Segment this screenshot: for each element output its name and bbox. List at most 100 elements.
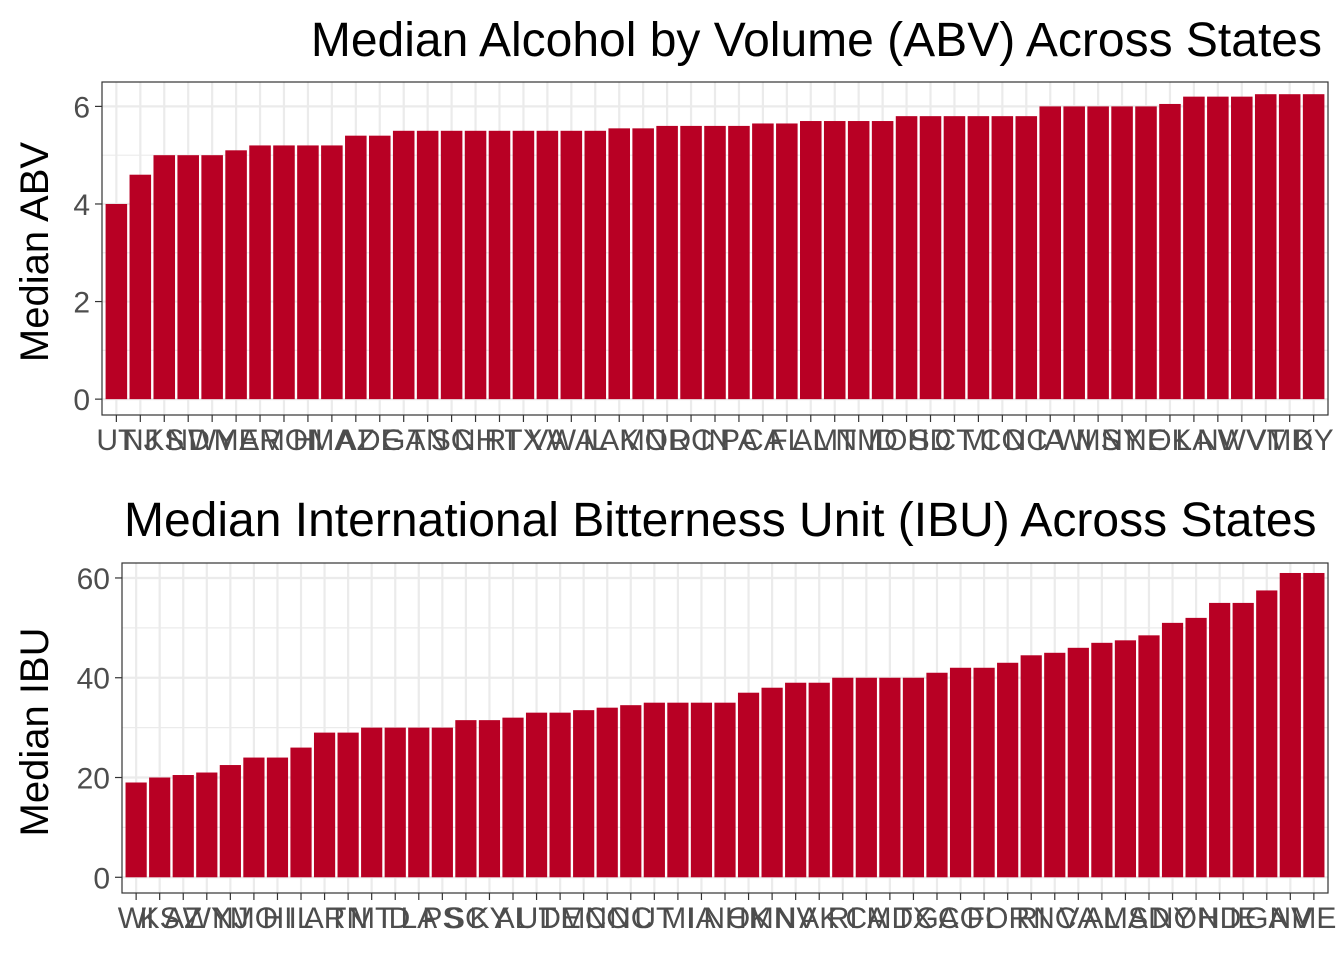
x-tick-label: SC [445, 902, 487, 935]
x-tick-label: NY [1101, 424, 1143, 457]
x-tick-label: VT [1247, 424, 1285, 457]
x-tick-label: UT [517, 902, 557, 935]
bar-HI [297, 145, 319, 400]
bar-GA [926, 672, 948, 878]
bar-TX [902, 677, 925, 878]
x-tick-label: ND [1198, 902, 1241, 935]
bar-VA [1067, 647, 1089, 878]
bar-MN [573, 710, 595, 878]
bar-IA [1039, 106, 1062, 400]
x-tick-label: VA [1059, 902, 1097, 935]
bar-DC [680, 125, 702, 400]
bar-MD [879, 677, 901, 878]
bar-MN [632, 128, 654, 400]
bar-WA [560, 130, 583, 400]
x-tick-label: OH [1174, 902, 1219, 935]
x-tick-label: WY [188, 424, 236, 457]
x-tick-label: HI [262, 902, 292, 935]
x-tick-label: UT [634, 902, 674, 935]
x-tick-label: AK [599, 424, 639, 457]
bar-TX [512, 130, 535, 400]
bar-IA [690, 702, 713, 878]
bar-LA [408, 727, 430, 878]
bar-OK [1159, 103, 1181, 400]
y-tick-label: 60 [77, 563, 110, 596]
bar-NJ [129, 174, 152, 400]
x-tick-label: TN [408, 424, 448, 457]
x-tick-label: NE [1125, 424, 1167, 457]
x-tick-label: CO [938, 902, 983, 935]
bar-CO [596, 707, 618, 878]
x-tick-label: ID [380, 902, 410, 935]
bar-SC [440, 130, 463, 400]
x-tick-label: CT [934, 424, 974, 457]
bar-CO [949, 667, 972, 878]
bar-NY [1161, 622, 1184, 878]
bar-MO [273, 145, 295, 400]
bar-OR [997, 662, 1019, 878]
x-tick-label: OR [645, 424, 690, 457]
x-tick-label: NC [609, 902, 652, 935]
x-tick-label: LA [1176, 424, 1213, 457]
x-tick-label: AK [799, 902, 839, 935]
bar-MS [1087, 106, 1109, 400]
bar-HI [266, 757, 289, 878]
x-tick-label: LA [400, 902, 437, 935]
bar-NM [847, 121, 870, 400]
x-tick-label: WV [1218, 424, 1266, 457]
bar-WI [125, 782, 147, 878]
x-tick-label: TX [504, 424, 542, 457]
bar-OH [895, 116, 918, 400]
bar-MA [321, 145, 343, 400]
bar-WY [196, 772, 218, 878]
x-tick-label: MN [560, 902, 607, 935]
x-tick-label: VA [528, 424, 566, 457]
bar-UT [643, 702, 665, 878]
x-tick-label: NY [1152, 902, 1194, 935]
x-tick-label: MO [230, 902, 278, 935]
x-tick-label: CA [742, 424, 784, 457]
x-tick-label: UT [96, 424, 136, 457]
bar-IL [584, 130, 607, 400]
bar-MT [823, 121, 846, 400]
bar-KS [153, 155, 176, 400]
x-tick-label: NV [1269, 902, 1311, 935]
bar-ME [1303, 572, 1325, 878]
bar-UT [105, 203, 128, 400]
bar-IL [290, 747, 312, 878]
x-tick-label: NH [454, 424, 497, 457]
x-tick-label: MO [260, 424, 308, 457]
x-tick-label: ID [868, 424, 898, 457]
y-tick-label: 4 [73, 189, 90, 222]
bar-CA [752, 123, 774, 400]
x-tick-label: HI [293, 424, 323, 457]
x-tick-label: ME [1291, 902, 1336, 935]
x-tick-label: NJ [212, 902, 249, 935]
x-tick-label: WY [183, 902, 231, 935]
x-tick-label: PS [422, 902, 462, 935]
bar-ND [1209, 602, 1231, 878]
bar-AL [1091, 642, 1113, 878]
x-tick-label: FL [967, 902, 1002, 935]
x-tick-label: AL [495, 902, 532, 935]
bar-MD [1278, 94, 1301, 400]
bar-UT [525, 712, 548, 878]
chart-panel-2: 0204060WIKSAZWYNJMOHIILARTNMTIDLAPSSCKYA… [13, 494, 1336, 935]
bar-FL [776, 123, 798, 400]
x-tick-label: KY [1294, 424, 1334, 457]
x-tick-label: OH [884, 424, 929, 457]
x-tick-label: KS [144, 424, 184, 457]
bar-RI [1020, 655, 1042, 878]
x-tick-label: DC [669, 424, 712, 457]
x-tick-label: NC [1033, 902, 1076, 935]
x-tick-label: IL [289, 902, 314, 935]
y-tick-label: 6 [73, 91, 90, 124]
x-tick-label: ME [214, 424, 259, 457]
bar-PA [728, 125, 750, 400]
x-tick-label: IA [1036, 424, 1064, 457]
bar-NE [1135, 106, 1157, 400]
bar-RI [832, 677, 854, 878]
x-tick-label: TN [328, 902, 368, 935]
bar-OR [656, 125, 678, 400]
